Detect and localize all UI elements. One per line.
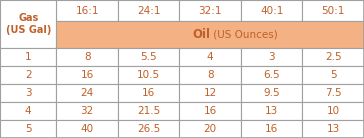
Bar bbox=[0, 66, 56, 84]
Bar bbox=[56, 102, 118, 120]
Bar bbox=[179, 0, 241, 21]
Text: 50:1: 50:1 bbox=[321, 6, 345, 16]
Text: 4: 4 bbox=[25, 106, 32, 116]
Text: 9.5: 9.5 bbox=[264, 88, 280, 98]
Bar bbox=[56, 48, 118, 66]
Bar bbox=[0, 0, 56, 48]
Text: 16: 16 bbox=[142, 88, 155, 98]
Text: 24:1: 24:1 bbox=[137, 6, 161, 16]
Text: 3: 3 bbox=[25, 88, 32, 98]
Bar bbox=[118, 120, 179, 138]
Bar bbox=[56, 84, 118, 102]
Bar bbox=[56, 21, 364, 48]
Text: 5: 5 bbox=[25, 124, 32, 134]
Bar bbox=[0, 120, 56, 138]
Bar bbox=[118, 66, 179, 84]
Bar bbox=[302, 120, 364, 138]
Text: (US Ounces): (US Ounces) bbox=[210, 30, 278, 40]
Bar bbox=[56, 120, 118, 138]
Bar bbox=[302, 84, 364, 102]
Text: 32:1: 32:1 bbox=[198, 6, 222, 16]
Bar bbox=[0, 84, 56, 102]
Text: 7.5: 7.5 bbox=[325, 88, 341, 98]
Bar bbox=[241, 0, 302, 21]
Text: 13: 13 bbox=[265, 106, 278, 116]
Text: 26.5: 26.5 bbox=[137, 124, 160, 134]
Bar bbox=[118, 102, 179, 120]
Text: Oil: Oil bbox=[192, 28, 210, 41]
Bar bbox=[118, 0, 179, 21]
Text: 1: 1 bbox=[25, 52, 32, 62]
Text: 16: 16 bbox=[80, 70, 94, 80]
Bar bbox=[179, 84, 241, 102]
Text: 5: 5 bbox=[330, 70, 337, 80]
Text: 8: 8 bbox=[84, 52, 91, 62]
Text: 6.5: 6.5 bbox=[264, 70, 280, 80]
Bar bbox=[56, 66, 118, 84]
Text: 13: 13 bbox=[327, 124, 340, 134]
Text: 16:1: 16:1 bbox=[75, 6, 99, 16]
Text: 8: 8 bbox=[207, 70, 214, 80]
Bar bbox=[56, 0, 118, 21]
Text: 32: 32 bbox=[80, 106, 94, 116]
Text: 40:1: 40:1 bbox=[260, 6, 284, 16]
Bar bbox=[302, 0, 364, 21]
Text: 2: 2 bbox=[25, 70, 32, 80]
Bar bbox=[0, 0, 56, 21]
Bar bbox=[179, 66, 241, 84]
Bar bbox=[118, 48, 179, 66]
Text: Gas
(US Gal): Gas (US Gal) bbox=[5, 13, 51, 35]
Text: 21.5: 21.5 bbox=[137, 106, 160, 116]
Text: 5.5: 5.5 bbox=[141, 52, 157, 62]
Bar bbox=[241, 84, 302, 102]
Text: 10: 10 bbox=[327, 106, 340, 116]
Bar bbox=[302, 48, 364, 66]
Text: 16: 16 bbox=[265, 124, 278, 134]
Text: 40: 40 bbox=[80, 124, 94, 134]
Bar bbox=[179, 102, 241, 120]
Bar bbox=[0, 48, 56, 66]
Bar bbox=[302, 66, 364, 84]
Text: 3: 3 bbox=[268, 52, 275, 62]
Text: 12: 12 bbox=[203, 88, 217, 98]
Text: 2.5: 2.5 bbox=[325, 52, 341, 62]
Bar bbox=[179, 120, 241, 138]
Bar bbox=[241, 48, 302, 66]
Bar bbox=[118, 84, 179, 102]
Text: 10.5: 10.5 bbox=[137, 70, 160, 80]
Bar bbox=[241, 66, 302, 84]
Bar bbox=[241, 102, 302, 120]
Bar bbox=[0, 102, 56, 120]
Bar bbox=[179, 48, 241, 66]
Bar bbox=[241, 120, 302, 138]
Text: 16: 16 bbox=[203, 106, 217, 116]
Text: 24: 24 bbox=[80, 88, 94, 98]
Text: 4: 4 bbox=[207, 52, 214, 62]
Bar bbox=[302, 102, 364, 120]
Text: 20: 20 bbox=[203, 124, 217, 134]
